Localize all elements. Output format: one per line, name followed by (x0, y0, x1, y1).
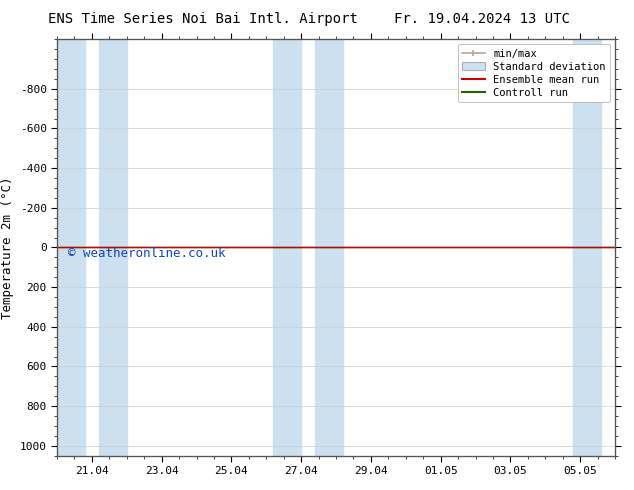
Y-axis label: Temperature 2m (°C): Temperature 2m (°C) (1, 176, 14, 318)
Bar (273, 39, 301, 456)
Bar (315, 39, 343, 456)
Text: © weatheronline.co.uk: © weatheronline.co.uk (68, 247, 226, 260)
Bar (57, 39, 85, 456)
Legend: min/max, Standard deviation, Ensemble mean run, Controll run: min/max, Standard deviation, Ensemble me… (458, 45, 610, 102)
Text: Fr. 19.04.2024 13 UTC: Fr. 19.04.2024 13 UTC (394, 12, 570, 26)
Text: ENS Time Series Noi Bai Intl. Airport: ENS Time Series Noi Bai Intl. Airport (48, 12, 358, 26)
Bar (573, 39, 601, 456)
Bar (99, 39, 127, 456)
